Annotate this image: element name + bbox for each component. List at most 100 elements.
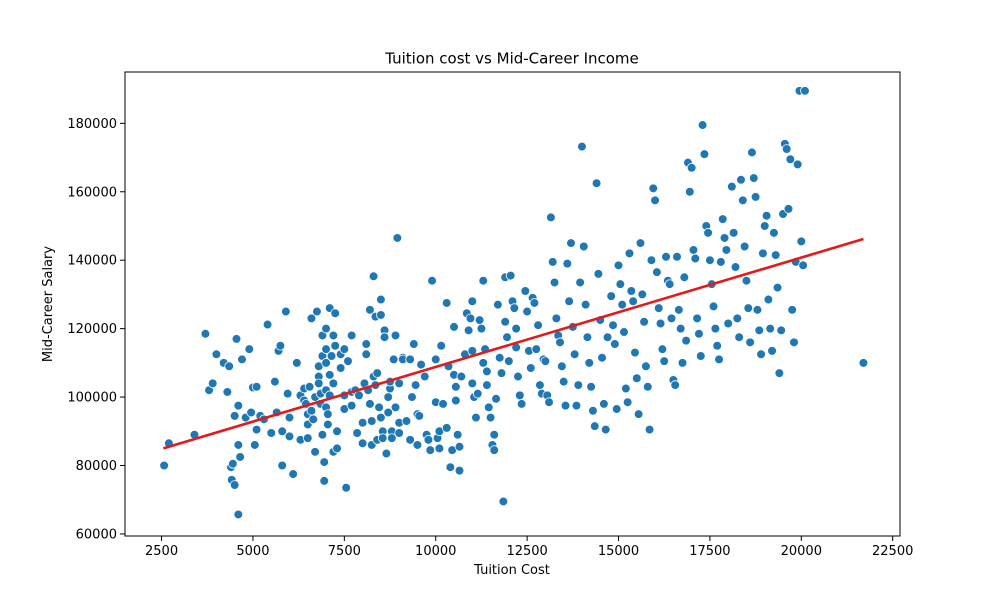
scatter-point [306,313,317,324]
scatter-point [339,344,350,354]
scatter-point [326,351,337,361]
scatter-point [233,509,244,520]
scatter-point [489,429,500,440]
scatter-point [266,428,277,438]
scatter-point [452,429,463,440]
scatter-point [207,378,218,389]
x-tick-label: 15000 [598,544,639,559]
scatter-point [705,255,715,266]
scatter-point [754,325,765,336]
scatter-point [317,429,328,440]
scatter-point [566,238,576,248]
scatter-point [419,371,430,382]
y-tick-label: 120000 [67,322,117,337]
scatter-point [800,86,810,96]
scatter-point [505,270,516,281]
scatter-point [275,340,286,351]
scatter-point [511,323,521,334]
scatter-point [792,159,803,170]
scatter-point [619,327,629,337]
scatter-point [529,298,540,308]
scatter-point [485,412,496,423]
scatter-point [637,289,648,300]
x-axis-label: Tuition Cost [473,563,550,578]
scatter-point [578,241,589,252]
scatter-point [233,400,244,411]
scatter-point [319,476,330,486]
scatter-point [613,260,624,271]
scatter-point [589,421,600,431]
scatter-point [346,400,357,411]
scatter-point [489,445,500,455]
scatter-point [774,368,785,378]
scatter-point [600,424,611,435]
scatter-point [747,147,757,158]
scatter-point [270,376,280,387]
scatter-point [555,337,565,348]
scatter-point [251,424,262,435]
scatter-point [319,457,330,467]
scatter-point [498,496,509,507]
scatter-point [624,248,635,259]
scatter-point [796,236,807,247]
scatter-point [224,361,234,372]
scatter-point [694,328,704,339]
scatter-point [288,469,298,479]
scatter-point [544,397,554,408]
scatter-point [690,253,701,264]
scatter-point [767,346,777,356]
scatter-point [621,383,631,394]
scatter-point [361,349,372,360]
scatter-point [522,306,532,317]
scatter-point [354,390,364,401]
scatter-point [445,462,456,473]
chart-title: Tuition cost vs Mid-Career Income [384,50,639,68]
scatter-point [666,313,677,324]
x-tick-label: 22500 [872,544,913,559]
scatter-point [335,363,346,373]
scatter-point [471,412,481,423]
scatter-point [670,380,680,390]
scatter-point [631,373,642,384]
scatter-point [560,400,571,411]
scatter-point [606,291,616,301]
scatter-point [282,388,293,399]
scatter-point [159,460,169,471]
scatter-point [476,323,487,334]
scatter-point [483,402,494,413]
scatter-point [708,301,719,312]
scatter-point [608,320,618,331]
y-tick-label: 80000 [76,459,117,474]
scatter-point [648,183,659,194]
scatter-point [328,378,339,389]
scatter-point [719,233,730,243]
scatter-point [633,409,644,419]
scatter-point [745,337,755,348]
scatter-point [789,337,799,348]
scatter-point [675,323,686,334]
scatter-point [509,303,520,313]
scatter-point [408,339,419,349]
scatter-point [734,332,744,342]
scatter-point [237,354,247,365]
scatter-point [374,402,384,413]
scatter-point [858,358,869,368]
scatter-point [390,402,401,413]
scatter-point [324,370,335,380]
scatter-point [323,409,333,419]
scatter-point [776,325,786,336]
scatter-point [738,195,748,206]
scatter-point [513,371,523,382]
scatter-point [323,419,333,430]
scatter-point [379,332,390,342]
scatter-point [615,279,626,289]
scatter-point [540,356,551,366]
scatter-point [515,390,525,401]
scatter-point [710,323,721,334]
scatter-point [496,368,507,378]
scatter-point [743,303,754,313]
scatter-point [451,395,461,406]
scatter-point [392,233,403,243]
scatter-point [772,282,783,293]
